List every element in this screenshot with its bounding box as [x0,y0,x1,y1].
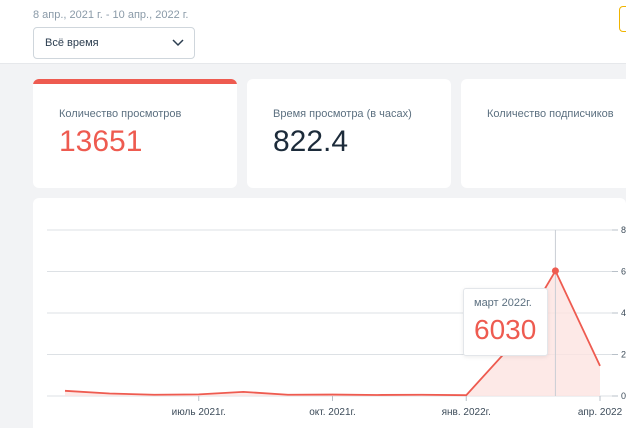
stat-card-subscribers[interactable]: Количество подписчиков [461,79,626,188]
stat-value-watch-time: 822.4 [273,125,349,158]
stat-label-views: Количество просмотров [59,108,182,120]
stat-value-views: 13651 [59,125,143,158]
y-tick-label: 6 [621,267,626,277]
x-tick-label: янв. 2022г. [442,407,491,418]
period-dropdown-value: Всё время [45,37,99,49]
y-tick-label: 8 [621,225,626,235]
stat-label-subscribers: Количество подписчиков [487,108,614,120]
y-tick-label: 2 [621,350,626,360]
stat-card-views[interactable]: Количество просмотров 13651 [33,79,237,188]
y-tick-label: 4 [621,308,626,318]
chevron-down-icon [172,39,184,47]
stat-card-watch-time[interactable]: Время просмотра (в часах) 822.4 [247,79,451,188]
chart-tooltip: март 2022г. 6030 [463,288,548,356]
x-tick-label: окт. 2021г. [309,407,356,418]
y-tick-label: 0 [621,391,626,401]
series-area [65,270,600,396]
edge-button[interactable] [619,6,626,32]
stat-label-watch-time: Время просмотра (в часах) [273,108,412,120]
views-chart: 0 2 4 6 8 июль 2021г. окт. 2021г. янв. 2022г. ап… [47,225,626,418]
data-point [551,267,559,275]
x-tick-label: июль 2021г. [172,407,226,418]
date-range-text: 8 апр., 2021 г. - 10 апр., 2022 г. [33,9,189,21]
period-dropdown[interactable]: Всё время [33,27,195,59]
tooltip-value: 6030 [474,314,537,345]
filter-bar: 8 апр., 2021 г. - 10 апр., 2022 г. Всё в… [0,0,626,64]
x-tick-label: апр. 2022 [578,407,623,418]
tooltip-label: март 2022г. [474,297,532,309]
